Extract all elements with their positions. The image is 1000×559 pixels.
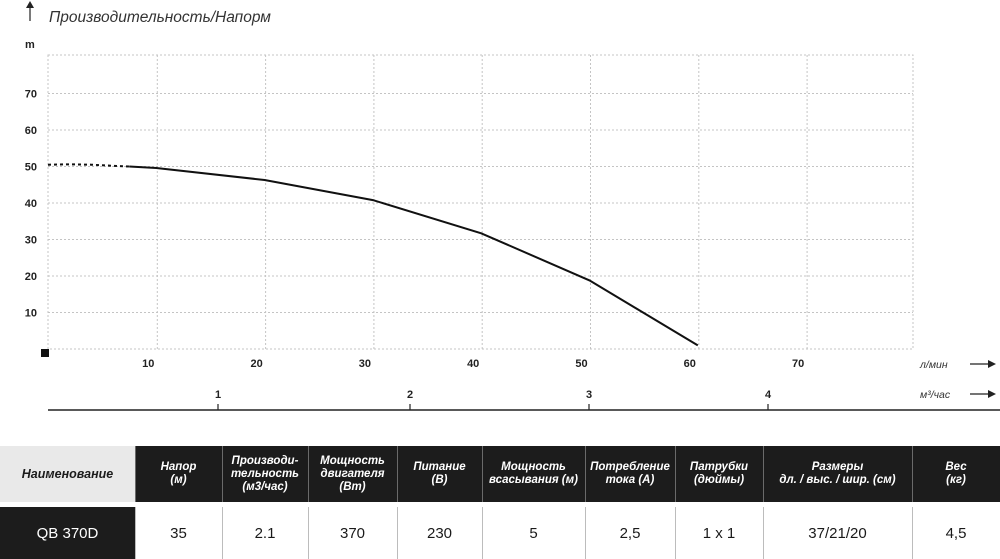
column-separator	[135, 446, 136, 502]
table-cell: 2.1	[222, 507, 308, 559]
y-axis-label: m	[25, 39, 35, 51]
x-unit-label: л/мин	[919, 359, 948, 371]
table-header-cell: Питание (В)	[397, 446, 482, 502]
table-header-cell: Потребление тока (А)	[585, 446, 675, 502]
x-unit-label-arrow-head	[988, 360, 996, 368]
x2-tick-label: 4	[765, 389, 772, 401]
x-tick-label: 10	[142, 358, 154, 370]
x2-tick-label: 3	[586, 389, 592, 401]
column-separator	[763, 507, 764, 559]
x-tick-label: 40	[467, 358, 479, 370]
table-divider	[0, 502, 1000, 503]
table-header-cell: Наименование	[0, 446, 135, 502]
table-header-cell: Мощность всасывания (м)	[482, 446, 585, 502]
x2-unit-label-arrow-head	[988, 390, 996, 398]
table-header-row: Наименование Напор (м) Производи- тельност…	[0, 446, 1000, 502]
y-tick-label: 50	[25, 162, 37, 174]
column-separator	[308, 507, 309, 559]
y-tick-label: 30	[25, 235, 37, 247]
origin-marker	[41, 349, 49, 357]
column-separator	[763, 446, 764, 502]
table-cell: 1 x 1	[675, 507, 763, 559]
y-tick-label: 20	[25, 271, 37, 283]
table-cell: QB 370D	[0, 507, 135, 559]
table-cell: 5	[482, 507, 585, 559]
x-tick-label: 70	[792, 358, 804, 370]
plot-frame	[47, 54, 914, 350]
y-axis-arrow-head	[26, 1, 34, 8]
column-separator	[222, 507, 223, 559]
column-separator	[397, 446, 398, 502]
curve-dashed-segment	[47, 163, 130, 168]
column-separator	[308, 446, 309, 502]
y-tick-label: 70	[25, 89, 37, 101]
table-header-cell: Мощность двигателя (Вт)	[308, 446, 397, 502]
x2-tick-label: 1	[215, 389, 221, 401]
table-cell: 230	[397, 507, 482, 559]
column-separator	[912, 507, 913, 559]
column-separator	[397, 507, 398, 559]
table-cell: 370	[308, 507, 397, 559]
spec-table: Наименование Напор (м) Производи- тельност…	[0, 446, 1000, 559]
table-cell: 37/21/20	[763, 507, 912, 559]
y-tick-label: 60	[25, 125, 37, 137]
performance-curve	[129, 165, 699, 347]
table-header-cell: Напор (м)	[135, 446, 222, 502]
x-tick-label: 50	[575, 358, 587, 370]
table-cell: 4,5	[912, 507, 1000, 559]
performance-chart: Производительность/Напорм m 10 20 30 40 50 60 70…	[25, 1, 1000, 411]
y-tick-label: 10	[25, 308, 37, 320]
x2-tick-label: 2	[407, 389, 413, 401]
column-separator	[482, 446, 483, 502]
x-tick-label: 30	[359, 358, 371, 370]
table-header-cell: Патрубки (дюймы)	[675, 446, 763, 502]
y-tick-label: 40	[25, 198, 37, 210]
x2-unit-label: м³/час	[920, 389, 951, 401]
column-separator	[912, 446, 913, 502]
column-separator	[222, 446, 223, 502]
table-row: QB 370D 35 2.1 370 230 5 2,5 1 x 1 37/21/20 4,5	[0, 507, 1000, 559]
column-separator	[585, 507, 586, 559]
column-separator	[585, 446, 586, 502]
column-separator	[675, 507, 676, 559]
table-header-cell: Производи- тельность (м3/час)	[222, 446, 308, 502]
column-separator	[675, 446, 676, 502]
x-tick-label: 20	[250, 358, 262, 370]
table-cell: 35	[135, 507, 222, 559]
column-separator	[482, 507, 483, 559]
table-cell: 2,5	[585, 507, 675, 559]
table-header-cell: Вес (кг)	[912, 446, 1000, 502]
chart-title: Производительность/Напорм	[49, 9, 271, 26]
table-header-cell: Размеры дл. / выс. / шир. (см)	[763, 446, 912, 502]
x-tick-label: 60	[684, 358, 696, 370]
column-separator	[135, 507, 136, 559]
